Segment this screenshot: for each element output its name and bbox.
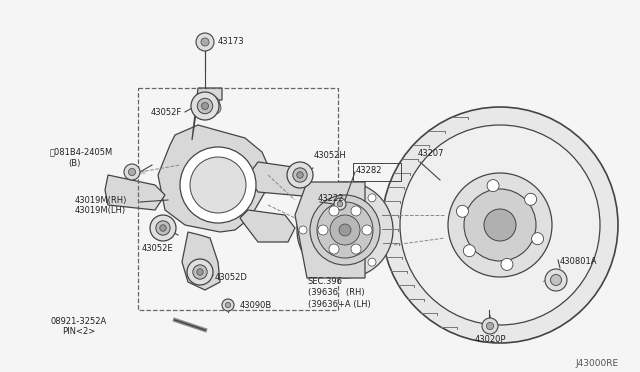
Text: 43173: 43173 bbox=[218, 36, 244, 45]
Circle shape bbox=[456, 205, 468, 217]
Text: (39636   (RH): (39636 (RH) bbox=[308, 289, 365, 298]
Circle shape bbox=[329, 206, 339, 216]
Circle shape bbox=[191, 92, 219, 120]
Bar bbox=[353, 163, 401, 181]
Circle shape bbox=[382, 107, 618, 343]
Polygon shape bbox=[248, 162, 308, 196]
Circle shape bbox=[310, 195, 380, 265]
Text: 43090B: 43090B bbox=[240, 301, 272, 310]
Circle shape bbox=[400, 125, 600, 325]
Circle shape bbox=[297, 172, 303, 178]
Circle shape bbox=[209, 102, 221, 114]
Circle shape bbox=[368, 258, 376, 266]
Circle shape bbox=[197, 98, 212, 114]
Circle shape bbox=[201, 38, 209, 46]
Circle shape bbox=[330, 215, 360, 245]
Text: 43052E: 43052E bbox=[141, 244, 173, 253]
Circle shape bbox=[222, 299, 234, 311]
Text: PIN<2>: PIN<2> bbox=[62, 327, 95, 337]
Circle shape bbox=[180, 147, 256, 223]
Text: 43019M(RH): 43019M(RH) bbox=[75, 196, 127, 205]
Text: 43207: 43207 bbox=[418, 148, 445, 157]
Circle shape bbox=[124, 164, 140, 180]
Text: 43052H: 43052H bbox=[314, 151, 347, 160]
Polygon shape bbox=[105, 175, 165, 210]
Circle shape bbox=[545, 269, 567, 291]
Circle shape bbox=[156, 221, 170, 235]
Circle shape bbox=[293, 168, 307, 182]
Circle shape bbox=[129, 169, 136, 176]
Circle shape bbox=[190, 157, 246, 213]
Circle shape bbox=[448, 173, 552, 277]
Circle shape bbox=[464, 189, 536, 261]
Circle shape bbox=[202, 103, 209, 109]
Text: 08921-3252A: 08921-3252A bbox=[50, 317, 106, 327]
Circle shape bbox=[339, 224, 351, 236]
Circle shape bbox=[334, 198, 346, 210]
Circle shape bbox=[225, 302, 230, 308]
Circle shape bbox=[484, 209, 516, 241]
Text: SEC.396: SEC.396 bbox=[308, 278, 343, 286]
Text: (39636+A (LH): (39636+A (LH) bbox=[308, 299, 371, 308]
Circle shape bbox=[351, 206, 361, 216]
Circle shape bbox=[482, 318, 498, 334]
Polygon shape bbox=[182, 232, 220, 290]
Circle shape bbox=[362, 225, 372, 235]
Circle shape bbox=[501, 259, 513, 270]
Circle shape bbox=[196, 269, 204, 275]
Text: 43052F: 43052F bbox=[151, 108, 182, 116]
Polygon shape bbox=[158, 125, 270, 232]
Circle shape bbox=[463, 245, 476, 257]
Circle shape bbox=[318, 225, 328, 235]
Polygon shape bbox=[192, 88, 222, 140]
Circle shape bbox=[337, 201, 342, 207]
Circle shape bbox=[487, 180, 499, 192]
Circle shape bbox=[193, 265, 207, 279]
Circle shape bbox=[200, 95, 220, 115]
Circle shape bbox=[196, 33, 214, 51]
Circle shape bbox=[287, 162, 313, 188]
Circle shape bbox=[160, 225, 166, 231]
Circle shape bbox=[351, 244, 361, 254]
Circle shape bbox=[550, 275, 561, 285]
Text: 43052D: 43052D bbox=[215, 273, 248, 282]
Circle shape bbox=[486, 323, 493, 330]
Circle shape bbox=[150, 215, 176, 241]
Circle shape bbox=[297, 182, 393, 278]
Circle shape bbox=[368, 194, 376, 202]
Circle shape bbox=[532, 232, 543, 245]
Circle shape bbox=[317, 202, 373, 258]
Text: J43000RE: J43000RE bbox=[575, 359, 618, 368]
Circle shape bbox=[299, 226, 307, 234]
Circle shape bbox=[187, 259, 213, 285]
Text: (B): (B) bbox=[68, 158, 81, 167]
Circle shape bbox=[329, 244, 339, 254]
Text: 430801A: 430801A bbox=[560, 257, 598, 266]
Bar bbox=[138, 88, 338, 310]
Polygon shape bbox=[295, 182, 365, 278]
Text: 43282: 43282 bbox=[356, 166, 383, 174]
Text: 43222: 43222 bbox=[318, 193, 344, 202]
Text: Ⓑ081B4-2405M: Ⓑ081B4-2405M bbox=[50, 148, 113, 157]
Text: 43019M(LH): 43019M(LH) bbox=[75, 205, 126, 215]
Text: 43020P: 43020P bbox=[474, 336, 506, 344]
Polygon shape bbox=[240, 210, 295, 242]
Circle shape bbox=[525, 193, 537, 205]
